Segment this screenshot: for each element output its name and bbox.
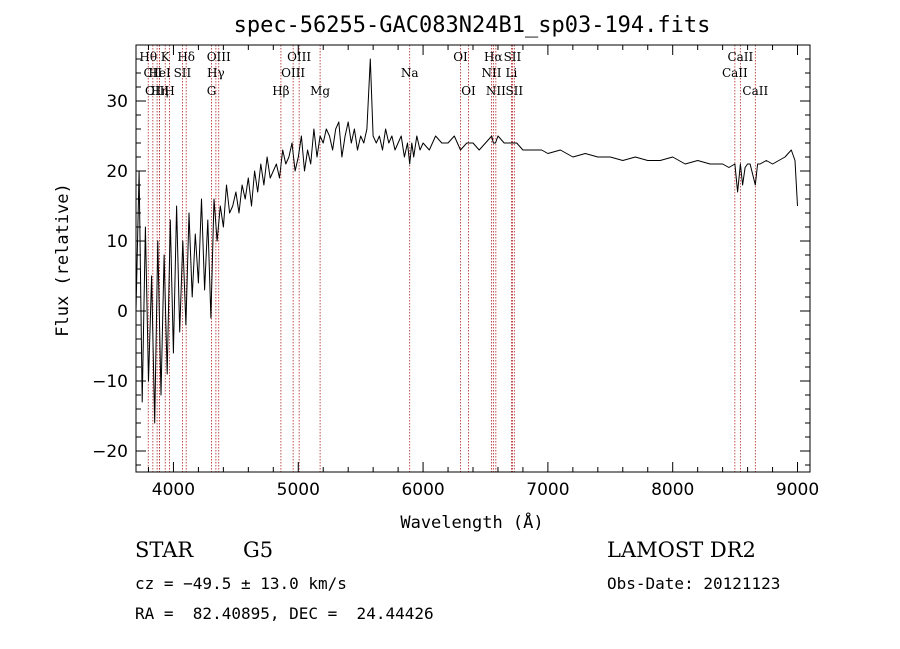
line-label: Hθ: [139, 50, 157, 64]
line-label: Hγ: [207, 66, 225, 80]
line-label: SII: [174, 66, 192, 80]
line-label: SII: [505, 84, 523, 98]
chart-title: spec-56255-GAC083N24B1_sp03-194.fits: [234, 13, 711, 38]
object-class: STAR: [135, 538, 194, 562]
x-tick-label: 5000: [277, 480, 320, 500]
line-label: Hδ: [177, 50, 195, 64]
line-label: Hβ: [272, 84, 289, 98]
line-label: Hη: [151, 84, 169, 98]
y-axis-ticks: −20 −10 0 10 20 30: [92, 58, 810, 466]
line-label: Li: [506, 66, 518, 80]
line-label: Mg: [310, 84, 330, 98]
series-flux-line: [135, 58, 798, 424]
line-label: CaII: [722, 66, 748, 80]
plot-frame: [135, 44, 811, 473]
y-tick-label: 20: [106, 162, 128, 182]
line-label: OIII: [287, 50, 311, 64]
line-label: K: [161, 50, 171, 64]
y-tick-label: 30: [106, 92, 128, 112]
line-label: CaII: [742, 84, 768, 98]
line-label: OIII: [281, 66, 305, 80]
x-axis-ticks: 4000 5000 6000 7000 8000 9000: [147, 45, 819, 500]
y-axis-label: Flux (relative): [53, 183, 73, 337]
x-tick-label: 7000: [526, 480, 569, 500]
line-label: OIII: [207, 50, 231, 64]
x-tick-label: 8000: [651, 480, 694, 500]
object-subclass: G5: [243, 538, 274, 562]
redshift-cz: cz = −49.5 ± 13.0 km/s: [135, 574, 347, 593]
x-axis-label: Wavelength (Å): [400, 511, 543, 533]
line-label: Na: [401, 66, 419, 80]
y-tick-label: 0: [117, 302, 128, 322]
y-tick-label: −20: [92, 442, 128, 462]
coordinates: RA = 82.40895, DEC = 24.44426: [135, 604, 434, 623]
line-label: OIII: [145, 84, 169, 98]
line-label: NII: [481, 66, 501, 80]
line-label: CaII: [727, 50, 753, 64]
line-label: H: [164, 84, 174, 98]
line-label: SII: [504, 50, 522, 64]
x-tick-label: 9000: [776, 480, 819, 500]
survey-name: LAMOST DR2: [607, 538, 756, 562]
y-tick-label: 10: [106, 232, 128, 252]
x-tick-label: 4000: [152, 480, 195, 500]
line-label: HeI: [148, 66, 171, 80]
x-tick-label: 6000: [401, 480, 444, 500]
line-label: G: [207, 84, 217, 98]
line-label: CII: [144, 66, 163, 80]
line-label: NII: [486, 84, 506, 98]
marker-lines-layer: [147, 45, 756, 472]
obs-date: Obs-Date: 20121123: [607, 574, 781, 593]
series-layer: [135, 58, 798, 424]
line-label: OI: [453, 50, 468, 64]
line-label: OI: [461, 84, 476, 98]
y-tick-label: −10: [92, 372, 128, 392]
line-label: Hα: [484, 50, 503, 64]
